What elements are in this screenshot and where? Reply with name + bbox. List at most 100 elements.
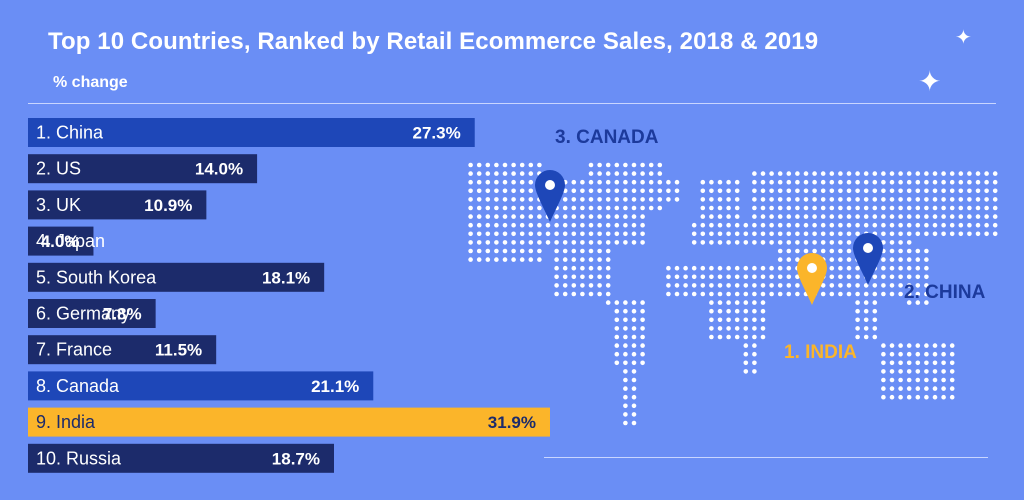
map-dot <box>700 274 706 280</box>
map-dot <box>812 214 817 219</box>
map-dot <box>717 214 723 219</box>
map-dot <box>906 205 912 211</box>
map-dot <box>838 248 843 254</box>
map-dot <box>494 171 499 176</box>
map-dot <box>795 291 800 297</box>
map-dot <box>580 188 585 194</box>
map-dot <box>872 179 878 185</box>
map-dot <box>468 257 473 262</box>
map-dot <box>631 351 637 357</box>
map-marker-label: 3. CANADA <box>555 127 659 148</box>
map-dot <box>820 179 826 185</box>
map-dot <box>743 360 749 366</box>
map-dot <box>734 197 740 202</box>
map-dot <box>571 222 577 228</box>
pin-shape <box>797 253 827 305</box>
map-dot <box>614 240 620 245</box>
map-dot <box>941 188 946 194</box>
map-dot <box>623 420 628 426</box>
map-dot <box>941 197 946 202</box>
map-dot <box>967 171 972 176</box>
map-dot <box>511 188 516 194</box>
map-dot <box>777 188 783 194</box>
map-dot <box>786 214 792 219</box>
map-dot <box>597 179 602 185</box>
map-dot <box>623 343 628 348</box>
map-dot <box>511 214 516 219</box>
map-dot <box>657 162 663 168</box>
map-dot <box>528 222 534 228</box>
pin-shape <box>853 233 883 285</box>
map-dot <box>898 214 903 219</box>
map-dot <box>786 240 792 245</box>
bar-group: 3. UK 10.9% <box>28 190 207 220</box>
map-dot <box>562 265 568 271</box>
map-dot <box>700 265 706 271</box>
map-dot <box>640 171 645 176</box>
map-dot <box>906 300 912 305</box>
map-dot <box>829 265 835 271</box>
map-dot <box>769 240 774 245</box>
map-dot <box>949 343 955 348</box>
map-dot <box>648 179 654 185</box>
map-dot <box>752 274 757 280</box>
map-pin-icon <box>853 233 883 285</box>
map-dot <box>795 231 800 237</box>
map-dot <box>752 205 757 211</box>
map-dot <box>932 386 938 391</box>
map-dot <box>777 214 783 219</box>
map-dot <box>924 257 929 262</box>
map-dot <box>709 334 714 340</box>
category-label: 4. Japan <box>36 231 105 251</box>
map-dot <box>648 162 654 168</box>
map-dot <box>631 300 637 305</box>
map-dot <box>605 162 611 168</box>
map-dot <box>571 274 577 280</box>
map-dot <box>872 334 878 340</box>
map-dot <box>949 231 955 237</box>
map-dot <box>881 386 886 391</box>
map-dot <box>881 377 886 383</box>
map-dot <box>941 377 946 383</box>
map-dot <box>666 265 671 271</box>
map-dot <box>743 231 749 237</box>
map-dot <box>709 222 714 228</box>
map-dot <box>992 179 998 185</box>
map-dot <box>631 369 637 374</box>
map-dot <box>752 360 757 366</box>
bar-group: 2. US 14.0% <box>28 154 258 184</box>
map-dot <box>812 205 817 211</box>
map-dot <box>631 214 637 219</box>
map-dots <box>468 162 998 426</box>
bar-group: 9. India 31.9% <box>28 407 550 437</box>
map-dot <box>691 274 697 280</box>
map-dot <box>700 222 706 228</box>
map-dot <box>958 197 964 202</box>
map-dot <box>881 188 886 194</box>
map-dot <box>640 343 645 348</box>
map-dot <box>906 257 912 262</box>
map-dot <box>906 197 912 202</box>
map-dot <box>666 274 671 280</box>
map-dot <box>872 308 878 314</box>
map-dot <box>889 205 895 211</box>
map-dot <box>915 351 921 357</box>
map-dot <box>760 231 766 237</box>
map-dot <box>915 231 921 237</box>
map-dot <box>640 188 645 194</box>
map-dot <box>554 240 559 245</box>
map-dot <box>863 214 869 219</box>
map-dot <box>485 214 491 219</box>
map-dot <box>855 326 860 331</box>
map-dot <box>881 343 886 348</box>
map-dot <box>915 360 921 366</box>
map-dot <box>605 300 611 305</box>
map-dot <box>580 214 585 219</box>
map-dot <box>889 274 895 280</box>
map-dot <box>614 179 620 185</box>
bar-group: 7. France 11.5% <box>28 335 217 365</box>
map-dot <box>769 274 774 280</box>
map-dot <box>958 188 964 194</box>
map-dot <box>941 222 946 228</box>
map-dot <box>743 300 749 305</box>
